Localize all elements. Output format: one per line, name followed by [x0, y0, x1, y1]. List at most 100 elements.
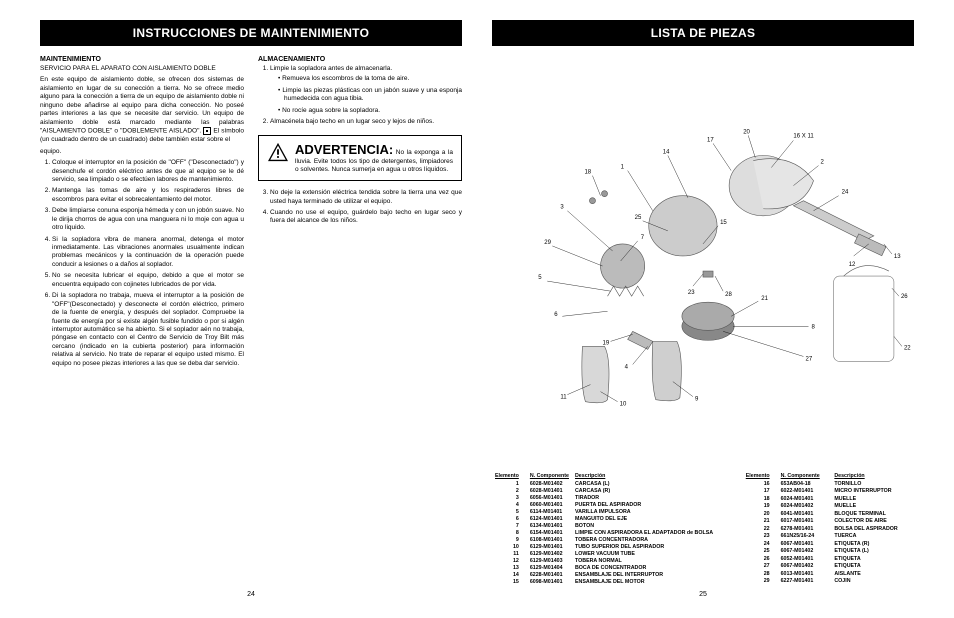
warning-icon — [267, 142, 289, 162]
table-row: 86154-M01401LIMPIE CON ASPIRADORA EL ADA… — [492, 529, 716, 536]
svg-text:5: 5 — [538, 275, 542, 281]
table-cell: 4 — [492, 501, 527, 508]
svg-text:1: 1 — [621, 165, 625, 171]
table-row: 126129-M01403TOBERA NORMAL — [492, 557, 716, 564]
table-cell: 19 — [736, 503, 777, 511]
maint-sub: SERVICIO PARA EL APARATO CON AISLAMIENTO… — [40, 65, 244, 73]
warn-title: ADVERTENCIA: — [295, 142, 393, 157]
table-row: 176022-M01401MICRO INTERRUPTOR — [736, 488, 914, 496]
svg-text:19: 19 — [603, 340, 610, 346]
table-cell: CARCASA (L) — [572, 480, 716, 487]
table-cell: ETIQUETA (R) — [831, 540, 914, 548]
table-cell: 17 — [736, 488, 777, 496]
table-cell: 6028-M01402 — [527, 480, 572, 487]
table-cell: 6041-M01401 — [778, 510, 832, 518]
table-cell: 6278-M01401 — [778, 525, 832, 533]
table-cell: TIRADOR — [572, 494, 716, 501]
table-cell: 6 — [492, 515, 527, 522]
svg-text:10: 10 — [620, 402, 627, 408]
table-cell: BOTON — [572, 522, 716, 529]
svg-text:29: 29 — [544, 240, 551, 246]
alm-bullet: No rocíe agua sobre la sopladora. — [278, 107, 462, 115]
table-cell: 23 — [736, 533, 777, 541]
svg-text:20: 20 — [743, 129, 750, 135]
svg-text:15: 15 — [720, 220, 727, 226]
table-row: 216017-M01401COLECTOR DE AIRE — [736, 518, 914, 526]
table-cell: ETIQUETA — [831, 555, 914, 563]
svg-text:11: 11 — [560, 395, 567, 401]
table-cell: 16 — [736, 480, 777, 488]
th-comp-2: N. Componente — [778, 472, 832, 480]
alm-item-2: Almacénela bajo techo en un lugar seco y… — [270, 118, 462, 126]
table-cell: 6060-M01401 — [527, 501, 572, 508]
table-cell: COLECTOR DE AIRE — [831, 518, 914, 526]
exploded-diagram: 16 X 11 20 17 14 2 24 1 18 3 29 5 15 6 2… — [492, 56, 914, 466]
table-row: 36056-M01401TIRADOR — [492, 494, 716, 501]
table-row: 76134-M01401BOTON — [492, 522, 716, 529]
alm-item-4: Cuando no use el equipo, guárdelo bajo t… — [270, 209, 462, 226]
maint-list-item: Si la sopladora vibra de manera anormal,… — [52, 236, 244, 270]
parts-table-1: Elemento N. Componente Descripción 16028… — [492, 472, 716, 585]
page-right: LISTA DE PIEZAS — [492, 20, 914, 598]
table-cell: 2 — [492, 487, 527, 494]
table-cell: TOBERA NORMAL — [572, 557, 716, 564]
svg-text:17: 17 — [707, 137, 714, 143]
table-cell: LOWER VACUUM TUBE — [572, 550, 716, 557]
svg-text:2: 2 — [821, 160, 825, 166]
table-row: 286013-M01401AISLANTE — [736, 570, 914, 578]
double-insulation-icon — [203, 127, 211, 135]
banner-parts: LISTA DE PIEZAS — [492, 20, 914, 46]
left-columns: MAINTENIMIENTO SERVICIO PARA EL APARATO … — [40, 56, 462, 585]
table-cell: 6017-M01401 — [778, 518, 832, 526]
svg-text:7: 7 — [641, 235, 645, 241]
table-row: 23661N25/16-24TUERCA — [736, 533, 914, 541]
maint-list-item: Mantenga las tomas de aire y los respira… — [52, 187, 244, 204]
table-row: 226278-M01401BOLSA DEL ASPIRADOR — [736, 525, 914, 533]
table-cell: 6134-M01401 — [527, 522, 572, 529]
maint-list-item: Debe limpiarse conuna esponja hémeda y c… — [52, 207, 244, 232]
table-cell: 6227-M01401 — [778, 578, 832, 586]
table-cell: ENSAMBLAJE DEL INTERRUPTOR — [572, 571, 716, 578]
svg-text:13: 13 — [894, 254, 901, 260]
page-left: INSTRUCCIONES DE MAINTENIMIENTO MAINTENI… — [40, 20, 462, 598]
table-cell: 24 — [736, 540, 777, 548]
table-cell: 6129-M01404 — [527, 564, 572, 571]
table-cell: 661N25/16-24 — [778, 533, 832, 541]
th-desc: Descripción — [572, 472, 716, 480]
table-cell: 8 — [492, 529, 527, 536]
table-row: 196024-M01402MUELLE — [736, 503, 914, 511]
table-cell: AISLANTE — [831, 570, 914, 578]
table-cell: 6124-M01401 — [527, 515, 572, 522]
table-cell: 12 — [492, 557, 527, 564]
table-cell: 25 — [736, 548, 777, 556]
page-num-right: 25 — [492, 585, 914, 598]
table-cell: 15 — [492, 578, 527, 585]
table-cell: 653AB04-18 — [778, 480, 832, 488]
table-row: 96108-M01401TOBERA CONCENTRADORA — [492, 536, 716, 543]
table-cell: MUELLE — [831, 495, 914, 503]
table-cell: 18 — [736, 495, 777, 503]
warning-box: ADVERTENCIA: No la exponga a la lluvia. … — [258, 135, 462, 182]
table-row: 46060-M01401PUERTA DEL ASPIRADOR — [492, 501, 716, 508]
table-cell: 6154-M01401 — [527, 529, 572, 536]
th-elem-2: Elemento — [736, 472, 777, 480]
svg-text:24: 24 — [842, 190, 849, 196]
table-cell: 27 — [736, 563, 777, 571]
maint-p1a: En este equipo de aislamiento doble, se … — [40, 76, 244, 134]
maint-p1: En este equipo de aislamiento doble, se … — [40, 76, 244, 144]
alm-l1: Limpie la sopladora antes de almacenarla… — [270, 65, 392, 72]
table-cell: 14 — [492, 571, 527, 578]
table-cell: 6024-M01402 — [778, 503, 832, 511]
table-row: 246067-M01401ETIQUETA (R) — [736, 540, 914, 548]
svg-text:18: 18 — [584, 170, 591, 176]
page-num-left: 24 — [40, 585, 462, 598]
table-cell: MUELLE — [831, 503, 914, 511]
svg-text:12: 12 — [849, 262, 856, 268]
table-cell: 13 — [492, 564, 527, 571]
table-cell: 9 — [492, 536, 527, 543]
table-cell: BLOQUE TERMINAL — [831, 510, 914, 518]
table-cell: TUBO SUPERIOR DEL ASPIRADOR — [572, 543, 716, 550]
table-row: 26028-M01401CARCASA (R) — [492, 487, 716, 494]
th-elem: Elemento — [492, 472, 527, 480]
table-cell: BOLSA DEL ASPIRADOR — [831, 525, 914, 533]
